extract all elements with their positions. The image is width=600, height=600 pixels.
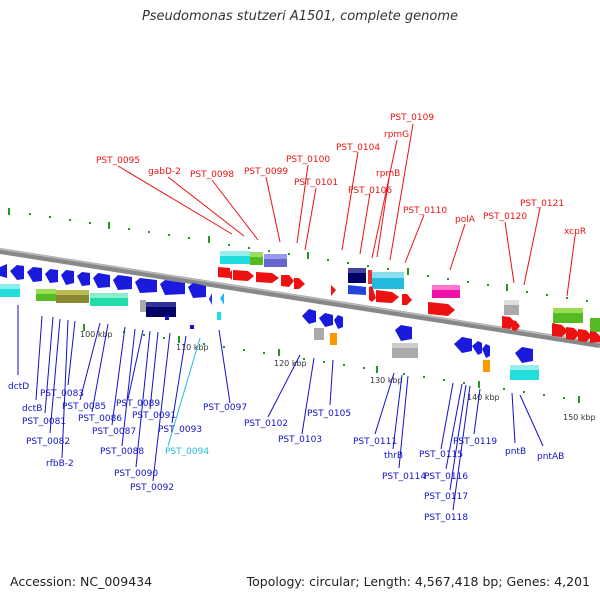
gene-label: PST_0114 xyxy=(382,472,426,482)
gene-label: PST_0103 xyxy=(278,435,322,445)
gene-label: PST_0081 xyxy=(22,417,66,427)
gene-label: PST_0088 xyxy=(100,447,144,457)
gene-label: PST_0101 xyxy=(294,178,338,188)
gene-label: PST_0104 xyxy=(336,143,380,153)
gene-blocks-top[interactable] xyxy=(218,251,336,296)
gene-label: rfbB-2 xyxy=(46,459,74,469)
scale-labels: 100 kbp 110 kbp 120 kbp 130 kbp 140 kbp … xyxy=(80,330,596,422)
gene-label: PST_0118 xyxy=(424,513,468,523)
gene-label: PST_0093 xyxy=(158,425,202,435)
scale-label: 140 kbp xyxy=(467,393,500,402)
gene-label: PST_0102 xyxy=(244,419,288,429)
gene-blocks-right[interactable] xyxy=(428,285,600,380)
scale-label: 120 kbp xyxy=(274,359,307,368)
gene-label: PST_0099 xyxy=(244,167,288,177)
gene-label: PST_0094 xyxy=(165,447,209,457)
gene-label: pntB xyxy=(505,447,526,457)
gene-label: PST_0110 xyxy=(403,206,447,216)
gene-label: PST_0097 xyxy=(203,403,247,413)
accession-label: Accession: NC_009434 xyxy=(10,574,153,589)
gene-label: PST_0115 xyxy=(419,450,463,460)
gene-label: rpmB xyxy=(376,169,400,179)
inner-scale-ticks xyxy=(83,324,580,403)
genome-title: Pseudomonas stutzeri A1501, complete gen… xyxy=(141,9,459,24)
gene-label: PST_0087 xyxy=(92,427,136,437)
gene-label: rpmG xyxy=(384,130,409,140)
gene-label: PST_0109 xyxy=(390,113,434,123)
gene-label: polA xyxy=(455,215,476,225)
bottom-leader-lines xyxy=(17,305,544,511)
top-leader-lines xyxy=(117,123,576,297)
gene-label: PST_0119 xyxy=(453,437,497,447)
gene-label: PST_0090 xyxy=(114,469,158,479)
gene-label: PST_0083 xyxy=(40,389,84,399)
gene-label: gabD-2 xyxy=(148,167,181,177)
gene-label: PST_0117 xyxy=(424,492,468,502)
topology-label: Topology: circular; Length: 4,567,418 bp… xyxy=(246,574,590,589)
gene-label: PST_0095 xyxy=(96,156,140,166)
gene-label: dctD xyxy=(8,382,29,392)
gene-label: PST_0086 xyxy=(78,414,122,424)
scale-label: 130 kbp xyxy=(370,376,403,385)
genome-backbone xyxy=(0,248,600,348)
gene-label: PST_0106 xyxy=(348,186,392,196)
outer-scale-ticks xyxy=(8,208,588,302)
gene-label: PST_0105 xyxy=(307,409,351,419)
scale-label: 150 kbp xyxy=(563,413,596,422)
gene-label: xcpR xyxy=(564,227,586,237)
gene-label: PST_0089 xyxy=(116,399,160,409)
gene-label: pntAB xyxy=(537,452,564,462)
top-gene-labels: PST_0095 gabD-2 PST_0098 PST_0099 PST_01… xyxy=(96,113,586,237)
gene-label: thrB xyxy=(384,451,403,461)
gene-label: PST_0092 xyxy=(130,483,174,493)
gene-label: PST_0100 xyxy=(286,155,330,165)
gene-label: PST_0085 xyxy=(62,402,106,412)
bottom-gene-labels: dctD dctB PST_0081 PST_0082 rfbB-2 PST_0… xyxy=(8,382,564,523)
gene-label: PST_0121 xyxy=(520,199,564,209)
reverse-genes-left[interactable] xyxy=(0,264,224,320)
scale-label: 110 kbp xyxy=(176,343,209,352)
gene-label: PST_0082 xyxy=(26,437,70,447)
gene-label: PST_0120 xyxy=(483,212,527,222)
gene-label: dctB xyxy=(22,404,42,414)
scale-label: 100 kbp xyxy=(80,330,113,339)
gene-blocks-left[interactable] xyxy=(0,284,194,329)
gene-label: PST_0111 xyxy=(353,437,397,447)
gene-blocks-middle[interactable] xyxy=(302,268,418,358)
gene-label: PST_0098 xyxy=(190,170,234,180)
gene-label: PST_0091 xyxy=(132,411,176,421)
gene-label: PST_0116 xyxy=(424,472,468,482)
